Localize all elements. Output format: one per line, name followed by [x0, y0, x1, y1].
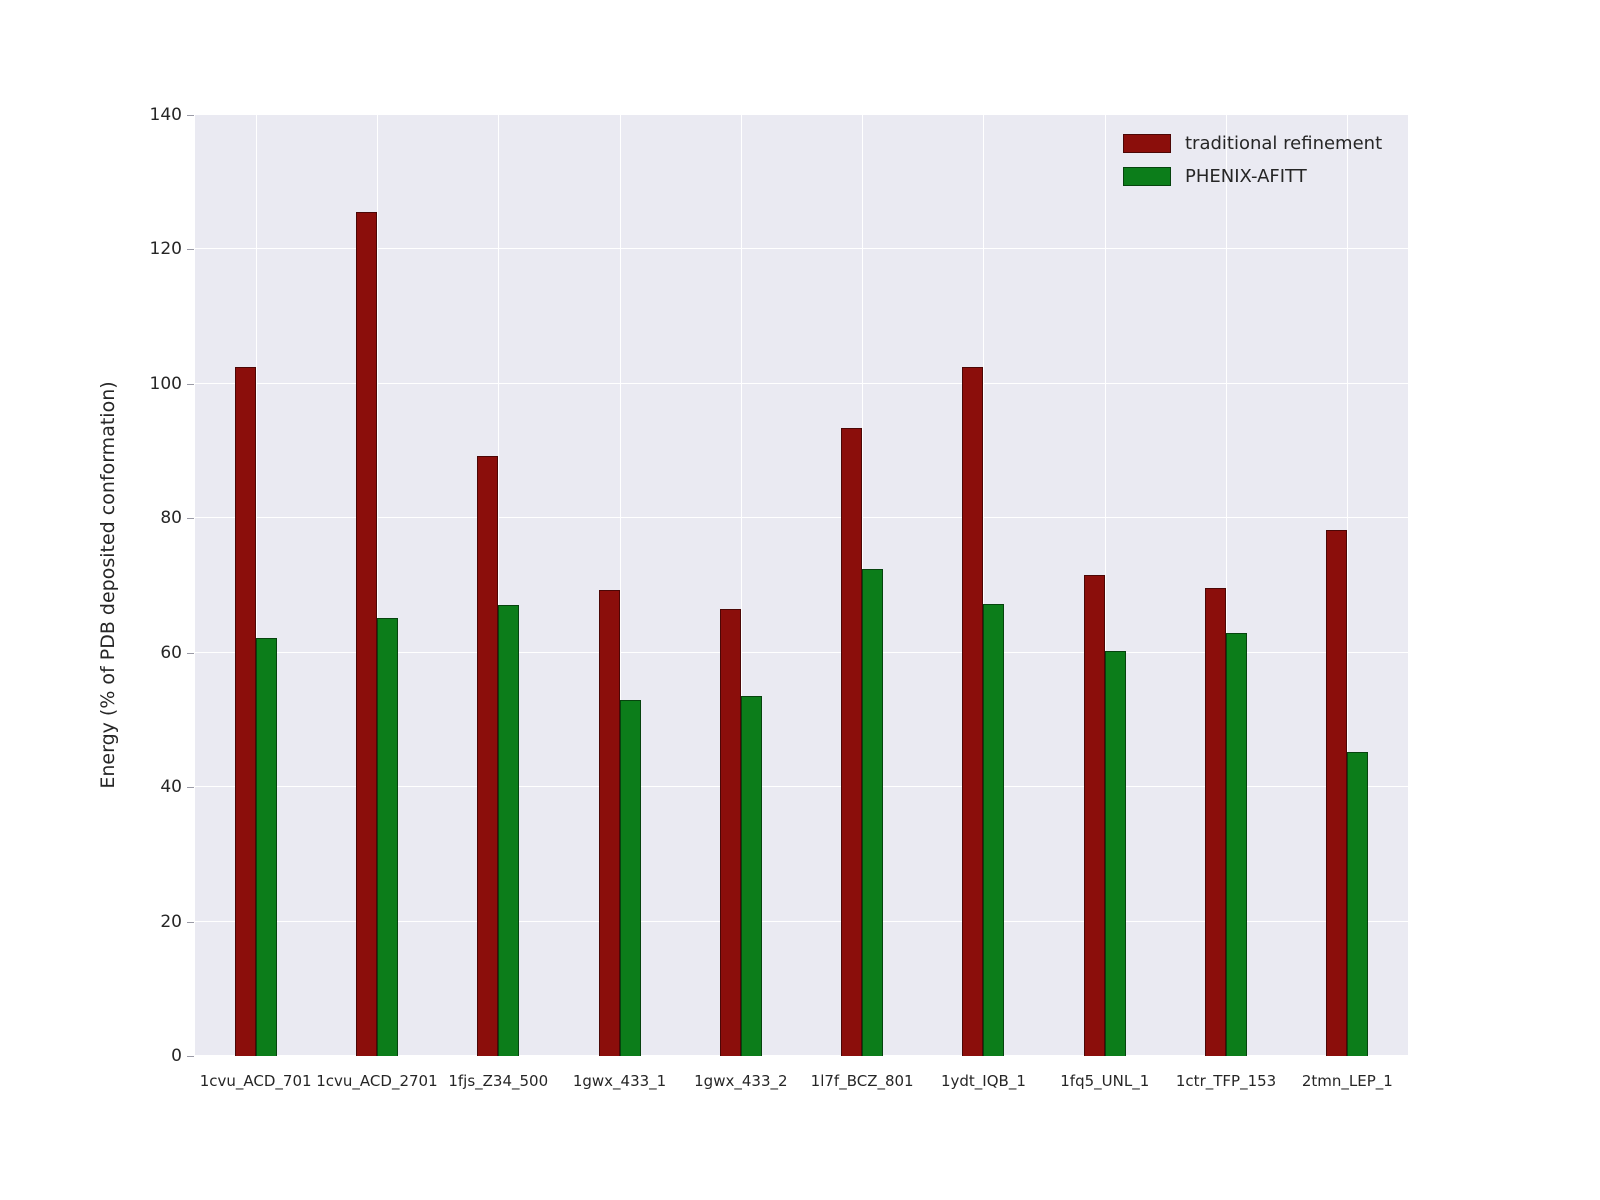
bar-phenix: [1226, 633, 1248, 1056]
y-tick-label: 120: [149, 239, 182, 260]
bar-phenix: [619, 699, 641, 1056]
legend-swatch: [1123, 134, 1171, 153]
legend-label: traditional refinement: [1185, 133, 1383, 154]
y-tick-label: 60: [160, 642, 182, 663]
bar-traditional: [234, 367, 256, 1056]
gridline-horizontal: [195, 114, 1408, 115]
bar-phenix: [255, 637, 277, 1056]
bar-traditional: [1326, 529, 1348, 1056]
y-tick-mark: [187, 518, 194, 520]
legend: traditional refinement PHENIX-AFITT: [1123, 133, 1382, 187]
x-tick-label: 1gwx_433_2: [694, 1072, 788, 1090]
y-tick-label: 80: [160, 508, 182, 529]
bar-traditional: [355, 212, 377, 1056]
gridline-horizontal: [195, 920, 1408, 922]
y-tick-label: 100: [149, 373, 182, 394]
gridline-vertical: [255, 115, 257, 1056]
gridline-vertical: [376, 115, 378, 1056]
x-tick-label: 1gwx_433_1: [572, 1072, 667, 1090]
gridline-vertical: [619, 115, 621, 1056]
x-tick-label: 1fq5_UNL_1: [1060, 1072, 1150, 1090]
gridline-horizontal: [195, 517, 1408, 519]
legend-entry-traditional: traditional refinement: [1123, 133, 1382, 154]
gridline-horizontal: [195, 248, 1408, 250]
bar-traditional: [1083, 574, 1105, 1056]
gridline-vertical: [1347, 115, 1349, 1056]
plot-area: traditional refinement PHENIX-AFITT: [195, 114, 1408, 1056]
y-tick-label: 0: [171, 1046, 182, 1066]
gridline-horizontal: [195, 1055, 1408, 1056]
y-tick-label: 20: [160, 911, 182, 932]
bar-phenix: [376, 617, 398, 1056]
gridline-vertical: [740, 115, 742, 1056]
bar-traditional: [477, 455, 499, 1056]
x-tick-label: 1ydt_IQB_1: [940, 1072, 1026, 1090]
bar-traditional: [962, 367, 984, 1056]
y-tick-mark: [187, 787, 194, 789]
x-tick-label: 1ctr_TFP_153: [1175, 1072, 1277, 1090]
gridline-vertical: [1104, 115, 1106, 1056]
bar-traditional: [719, 609, 741, 1056]
bar-phenix: [1347, 752, 1369, 1056]
y-tick-mark: [187, 115, 194, 116]
gridline-vertical: [983, 115, 985, 1056]
y-tick-mark: [187, 249, 194, 251]
y-tick-label: 40: [160, 777, 182, 798]
y-tick-label: 140: [149, 105, 182, 125]
bar-traditional: [841, 427, 863, 1056]
gridline-horizontal: [195, 786, 1408, 788]
x-tick-label: 1cvu_ACD_701: [199, 1072, 312, 1090]
gridline-horizontal: [195, 651, 1408, 653]
legend-entry-phenix: PHENIX-AFITT: [1123, 166, 1382, 187]
bar-traditional: [598, 590, 620, 1056]
y-tick-mark: [187, 383, 194, 385]
x-tick-label: 2tmn_LEP_1: [1301, 1072, 1393, 1090]
legend-swatch: [1123, 167, 1171, 186]
y-tick-mark: [187, 921, 194, 923]
gridline-vertical: [498, 115, 500, 1056]
x-tick-label: 1fjs_Z34_500: [448, 1072, 549, 1090]
x-tick-label: 1cvu_ACD_2701: [316, 1072, 438, 1090]
bar-phenix: [740, 695, 762, 1056]
bar-phenix: [1104, 651, 1126, 1056]
gridline-horizontal: [195, 382, 1408, 384]
bar-phenix: [498, 605, 520, 1056]
bar-phenix: [983, 603, 1005, 1056]
legend-label: PHENIX-AFITT: [1185, 166, 1307, 187]
bar-traditional: [1205, 587, 1227, 1056]
bar-phenix: [862, 569, 884, 1056]
gridline-vertical: [1226, 115, 1228, 1056]
y-tick-mark: [187, 652, 194, 654]
y-tick-mark: [187, 1056, 194, 1057]
y-axis-label: Energy (% of PDB deposited conformation): [97, 381, 119, 789]
x-tick-label: 1l7f_BCZ_801: [810, 1072, 914, 1090]
